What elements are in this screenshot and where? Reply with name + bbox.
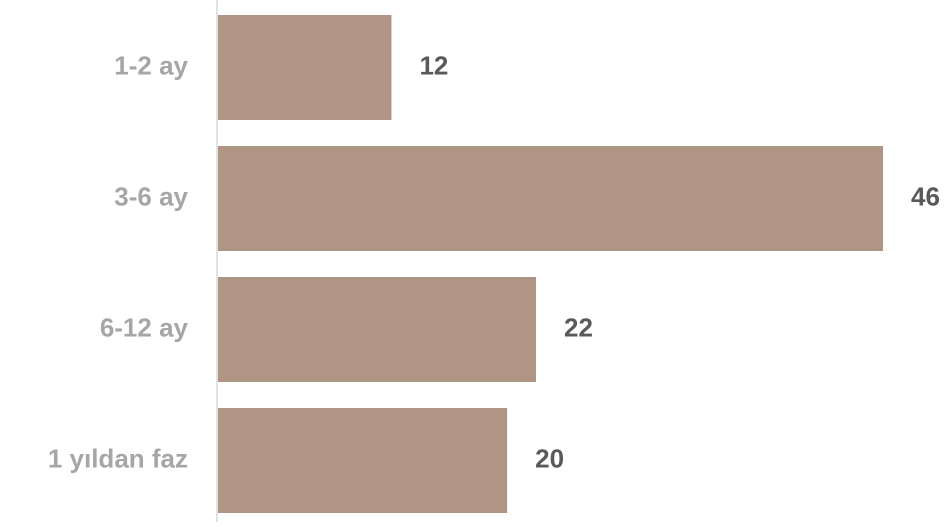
data-label: 20 bbox=[535, 443, 564, 473]
data-label: 22 bbox=[564, 312, 593, 342]
category-label: 1-2 ay bbox=[114, 50, 188, 80]
category-label: 3-6 ay bbox=[114, 181, 188, 211]
bar-2 bbox=[218, 146, 883, 251]
data-label: 46 bbox=[911, 181, 940, 211]
bar-4 bbox=[218, 408, 508, 513]
bar-3 bbox=[218, 277, 537, 382]
category-label: 6-12 ay bbox=[100, 312, 189, 342]
data-label: 12 bbox=[419, 50, 448, 80]
bar-1 bbox=[218, 15, 392, 120]
category-label: 1 yıldan faz bbox=[48, 443, 188, 473]
